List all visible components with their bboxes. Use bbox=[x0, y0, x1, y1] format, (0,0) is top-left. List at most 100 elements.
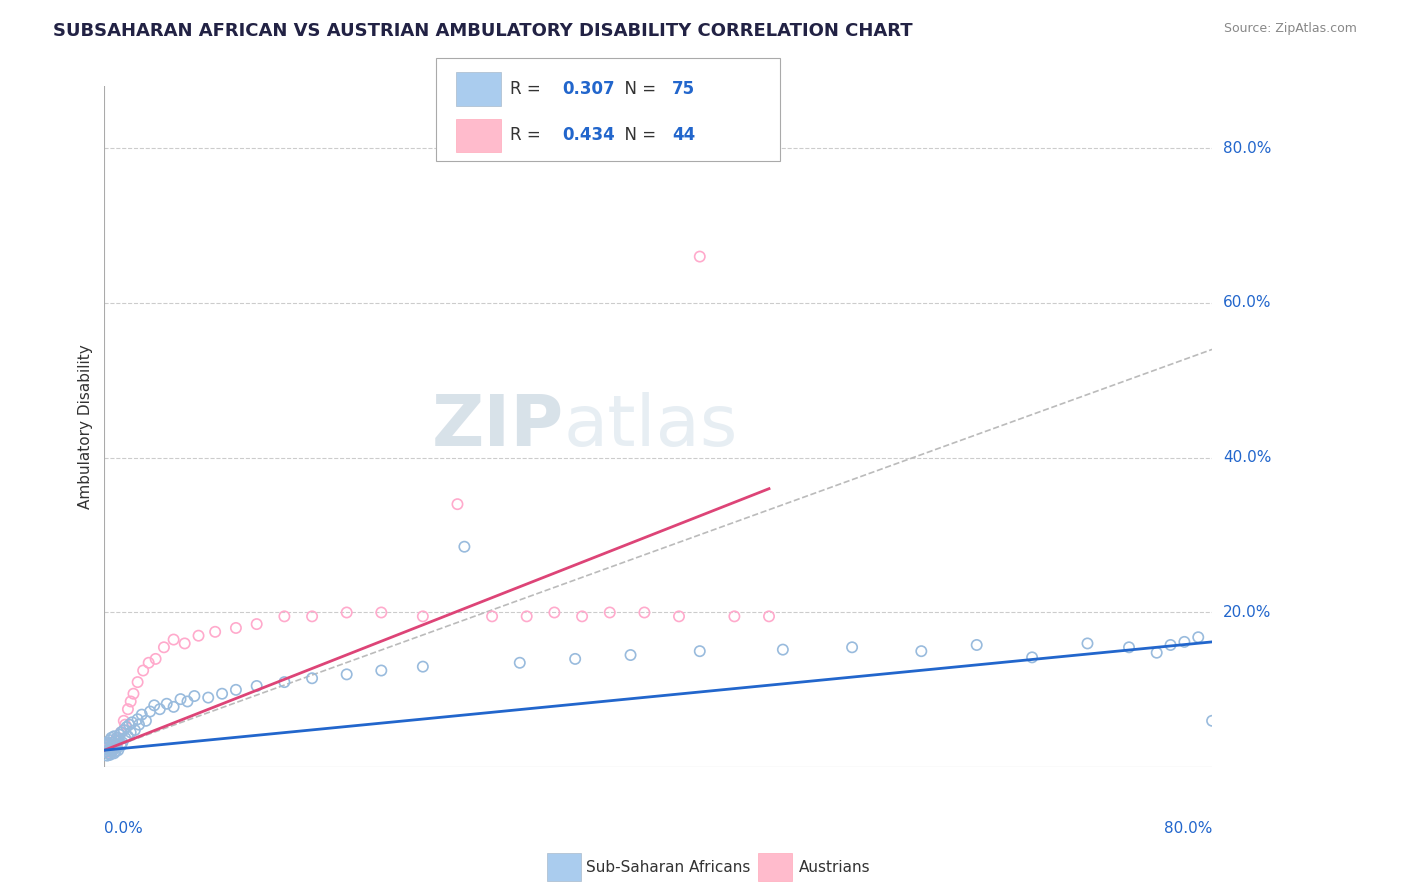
Text: 75: 75 bbox=[672, 79, 695, 97]
Point bbox=[370, 664, 392, 678]
Point bbox=[758, 609, 780, 624]
Y-axis label: Ambulatory Disability: Ambulatory Disability bbox=[79, 344, 93, 509]
Point bbox=[176, 694, 198, 708]
Point bbox=[104, 733, 127, 747]
Point bbox=[143, 698, 166, 713]
Point bbox=[105, 731, 128, 745]
Point bbox=[98, 747, 121, 762]
Point bbox=[105, 739, 128, 753]
Text: 40.0%: 40.0% bbox=[1223, 450, 1271, 466]
Point bbox=[100, 745, 122, 759]
Point bbox=[110, 725, 132, 739]
Point bbox=[481, 609, 503, 624]
Point bbox=[446, 497, 468, 511]
Point bbox=[101, 743, 124, 757]
Point bbox=[118, 717, 141, 731]
Point bbox=[204, 624, 226, 639]
Point bbox=[107, 743, 129, 757]
Point bbox=[543, 606, 565, 620]
Point bbox=[104, 745, 127, 759]
Point bbox=[273, 675, 295, 690]
Point bbox=[197, 690, 219, 705]
Point bbox=[112, 714, 135, 728]
Point bbox=[138, 656, 160, 670]
Point bbox=[103, 729, 125, 743]
Point bbox=[117, 729, 139, 743]
Point bbox=[121, 715, 143, 730]
Point bbox=[101, 735, 124, 749]
Point bbox=[301, 671, 323, 685]
Point bbox=[1146, 646, 1168, 660]
Point bbox=[114, 731, 136, 745]
Point bbox=[162, 699, 184, 714]
Point bbox=[122, 687, 145, 701]
Point bbox=[173, 636, 195, 650]
Point bbox=[509, 656, 531, 670]
Point bbox=[1160, 638, 1182, 652]
Point bbox=[101, 735, 124, 749]
Text: Sub-Saharan Africans: Sub-Saharan Africans bbox=[586, 860, 751, 874]
Text: 60.0%: 60.0% bbox=[1223, 295, 1271, 310]
Point bbox=[96, 740, 118, 755]
Point bbox=[162, 632, 184, 647]
Point bbox=[301, 609, 323, 624]
Point bbox=[273, 609, 295, 624]
Point bbox=[107, 733, 129, 747]
Point bbox=[112, 723, 135, 737]
Point bbox=[127, 675, 149, 690]
Point bbox=[599, 606, 621, 620]
Text: N =: N = bbox=[614, 127, 662, 145]
Point bbox=[689, 250, 711, 264]
Point bbox=[97, 737, 120, 751]
Text: 0.307: 0.307 bbox=[562, 79, 614, 97]
Point bbox=[94, 745, 117, 759]
Point bbox=[412, 659, 434, 673]
Point bbox=[132, 664, 155, 678]
Point bbox=[619, 648, 641, 662]
Text: 0.0%: 0.0% bbox=[104, 822, 143, 837]
Text: SUBSAHARAN AFRICAN VS AUSTRIAN AMBULATORY DISABILITY CORRELATION CHART: SUBSAHARAN AFRICAN VS AUSTRIAN AMBULATOR… bbox=[53, 22, 912, 40]
Point bbox=[97, 747, 120, 761]
Point bbox=[115, 720, 138, 734]
Point bbox=[841, 640, 863, 655]
Point bbox=[135, 714, 157, 728]
Text: 20.0%: 20.0% bbox=[1223, 605, 1271, 620]
Point bbox=[105, 740, 128, 755]
Point bbox=[153, 640, 176, 655]
Point bbox=[114, 717, 136, 731]
Point bbox=[225, 621, 247, 635]
Point bbox=[124, 723, 146, 737]
Point bbox=[98, 733, 121, 747]
Point bbox=[108, 728, 131, 742]
Point bbox=[96, 737, 118, 751]
Point bbox=[1118, 640, 1140, 655]
Point bbox=[127, 712, 149, 726]
Text: 80.0%: 80.0% bbox=[1223, 141, 1271, 156]
Point bbox=[169, 692, 191, 706]
Point bbox=[564, 652, 586, 666]
Text: atlas: atlas bbox=[564, 392, 738, 461]
Text: Austrians: Austrians bbox=[799, 860, 870, 874]
Point bbox=[94, 745, 117, 759]
Point bbox=[96, 743, 118, 757]
Point bbox=[1187, 630, 1209, 644]
Point bbox=[336, 606, 359, 620]
Text: N =: N = bbox=[614, 79, 662, 97]
Point bbox=[120, 694, 142, 708]
Point bbox=[1021, 650, 1043, 665]
Point bbox=[104, 737, 127, 751]
Point bbox=[110, 725, 132, 739]
Text: R =: R = bbox=[510, 127, 547, 145]
Point bbox=[246, 617, 269, 632]
Point bbox=[100, 739, 122, 753]
Point bbox=[336, 667, 359, 681]
Point bbox=[111, 735, 134, 749]
Point bbox=[98, 739, 121, 753]
Point bbox=[723, 609, 745, 624]
Point bbox=[910, 644, 932, 658]
Text: Source: ZipAtlas.com: Source: ZipAtlas.com bbox=[1223, 22, 1357, 36]
Point bbox=[94, 739, 117, 753]
Point bbox=[156, 697, 179, 711]
Text: ZIP: ZIP bbox=[432, 392, 564, 461]
Point bbox=[689, 644, 711, 658]
